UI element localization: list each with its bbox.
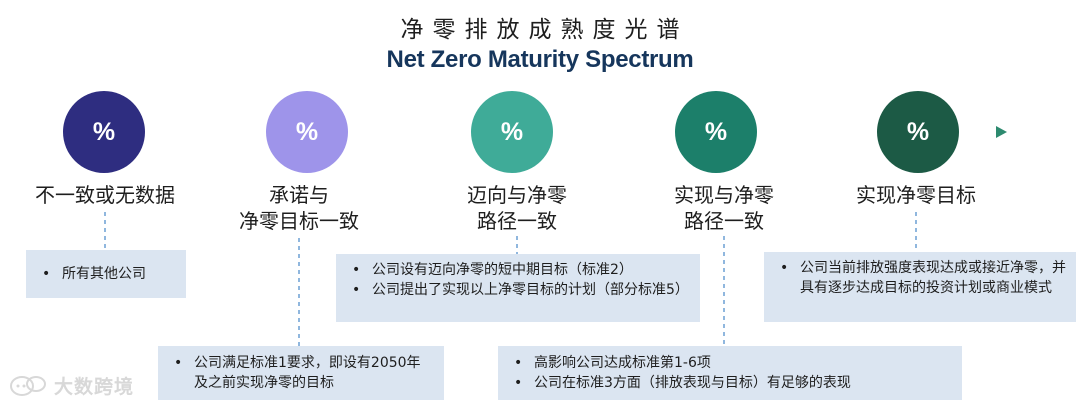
stage-1-circle: %	[63, 91, 145, 173]
stage-3-label: 迈向与净零 路径一致	[467, 183, 567, 233]
list-item: 公司在标准3方面（排放表现与目标）有足够的表现	[512, 373, 952, 393]
stage-4-symbol: %	[704, 117, 728, 146]
stage-2-label: 承诺与 净零目标一致	[239, 183, 359, 233]
stage-5-description: 公司当前排放强度表现达成或接近净零，并具有逐步达成目标的投资计划或商业模式	[764, 252, 1076, 322]
page-title: 净零排放成熟度光谱	[400, 17, 689, 43]
spectrum-axis-arrowhead	[996, 126, 1007, 138]
stage-2-circle: %	[266, 91, 348, 173]
page-subtitle: Net Zero Maturity Spectrum	[386, 46, 694, 73]
stage-3-description: 公司设有迈向净零的短中期目标（标准2） 公司提出了实现以上净零目标的计划（部分标…	[336, 254, 700, 322]
list-item: 高影响公司达成标准第1-6项	[512, 353, 952, 373]
stage-5-label: 实现净零目标	[856, 183, 976, 207]
stage-4-label: 实现与净零 路径一致	[674, 183, 774, 233]
list-item: 公司当前排放强度表现达成或接近净零，并具有逐步达成目标的投资计划或商业模式	[778, 258, 1066, 298]
stage-1-label: 不一致或无数据	[35, 183, 175, 207]
list-item: 所有其他公司	[40, 264, 176, 284]
connector-lines	[104, 212, 917, 346]
stage-1-description: 所有其他公司	[26, 250, 186, 298]
list-item: 公司满足标准1要求，即设有2050年及之前实现净零的目标	[172, 353, 434, 393]
stage-5-symbol: %	[906, 117, 930, 146]
stage-4-circle: %	[675, 91, 757, 173]
watermark: 大数跨境	[8, 372, 134, 399]
stage-3-symbol: %	[500, 117, 524, 146]
stage-1-symbol: %	[92, 117, 116, 146]
stage-2-symbol: %	[295, 117, 319, 146]
stage-3-circle: %	[471, 91, 553, 173]
stage-4-description: 高影响公司达成标准第1-6项 公司在标准3方面（排放表现与目标）有足够的表现	[498, 346, 962, 400]
list-item: 公司提出了实现以上净零目标的计划（部分标准5）	[350, 280, 690, 300]
watermark-text: 大数跨境	[54, 376, 135, 398]
stage-5-circle: %	[877, 91, 959, 173]
list-item: 公司设有迈向净零的短中期目标（标准2）	[350, 260, 690, 280]
stage-2-description: 公司满足标准1要求，即设有2050年及之前实现净零的目标	[158, 346, 444, 400]
chat-bubbles-icon	[10, 375, 46, 396]
